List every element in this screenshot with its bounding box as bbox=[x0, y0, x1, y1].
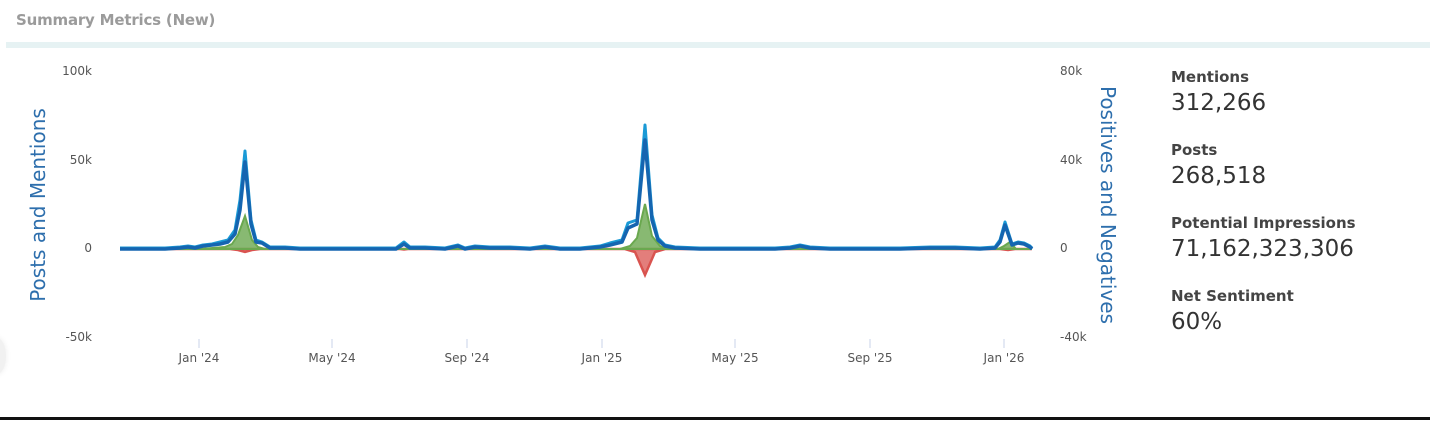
x-tick-may-24: May '24 bbox=[308, 351, 356, 365]
metric-potential-impressions: Potential Impressions 71,162,323,306 bbox=[1171, 212, 1421, 264]
bottom-divider bbox=[0, 417, 1430, 420]
metric-posts: Posts 268,518 bbox=[1171, 139, 1421, 191]
y-tick-right-neg40k: -40k bbox=[1060, 330, 1087, 344]
metric-value: 312,266 bbox=[1171, 90, 1267, 116]
y-axis-title-right: Positives and Negatives bbox=[1096, 85, 1120, 325]
x-tick-sep-25: Sep '25 bbox=[847, 351, 893, 365]
y-tick-left-100k: 100k bbox=[62, 64, 92, 78]
section-title: Summary Metrics (New) bbox=[16, 11, 216, 29]
metric-net-sentiment: Net Sentiment 60% bbox=[1171, 285, 1421, 337]
y-axis-title-left: Posts and Mentions bbox=[26, 108, 50, 302]
y-tick-right-0: 0 bbox=[1060, 241, 1068, 255]
metric-value: 268,518 bbox=[1171, 163, 1267, 189]
metric-label: Posts bbox=[1171, 141, 1218, 159]
posts-series bbox=[120, 138, 1034, 251]
x-tick-jan-24: Jan '24 bbox=[178, 351, 220, 365]
scroll-handle[interactable] bbox=[0, 338, 6, 374]
metric-label: Net Sentiment bbox=[1171, 287, 1294, 305]
positives-series bbox=[120, 203, 1032, 250]
metric-value: 60% bbox=[1171, 309, 1223, 335]
header-divider bbox=[6, 42, 1430, 48]
summary-chart: 100k 50k 0 -50k 80k 40k 0 -40k Jan '24 M… bbox=[0, 50, 1150, 395]
x-tick-jan-25: Jan '25 bbox=[581, 351, 623, 365]
chart-canvas bbox=[120, 123, 1034, 348]
y-tick-right-80k: 80k bbox=[1060, 64, 1083, 78]
y-tick-left-0: 0 bbox=[84, 241, 92, 255]
x-tick-jan-26: Jan '26 bbox=[983, 351, 1025, 365]
metric-label: Potential Impressions bbox=[1171, 214, 1356, 232]
x-tick-may-25: May '25 bbox=[711, 351, 759, 365]
x-tick-sep-24: Sep '24 bbox=[444, 351, 490, 365]
metrics-panel: Mentions 312,266 Posts 268,518 Potential… bbox=[1171, 66, 1421, 358]
x-tick-marks bbox=[198, 339, 1005, 348]
metric-mentions: Mentions 312,266 bbox=[1171, 66, 1421, 118]
negatives-series bbox=[120, 247, 1032, 279]
y-tick-left-neg50k: -50k bbox=[65, 330, 92, 344]
y-tick-right-40k: 40k bbox=[1060, 153, 1083, 167]
metric-label: Mentions bbox=[1171, 68, 1250, 86]
metric-value: 71,162,323,306 bbox=[1171, 236, 1354, 262]
mentions-series bbox=[120, 123, 1034, 250]
y-tick-left-50k: 50k bbox=[69, 153, 92, 167]
